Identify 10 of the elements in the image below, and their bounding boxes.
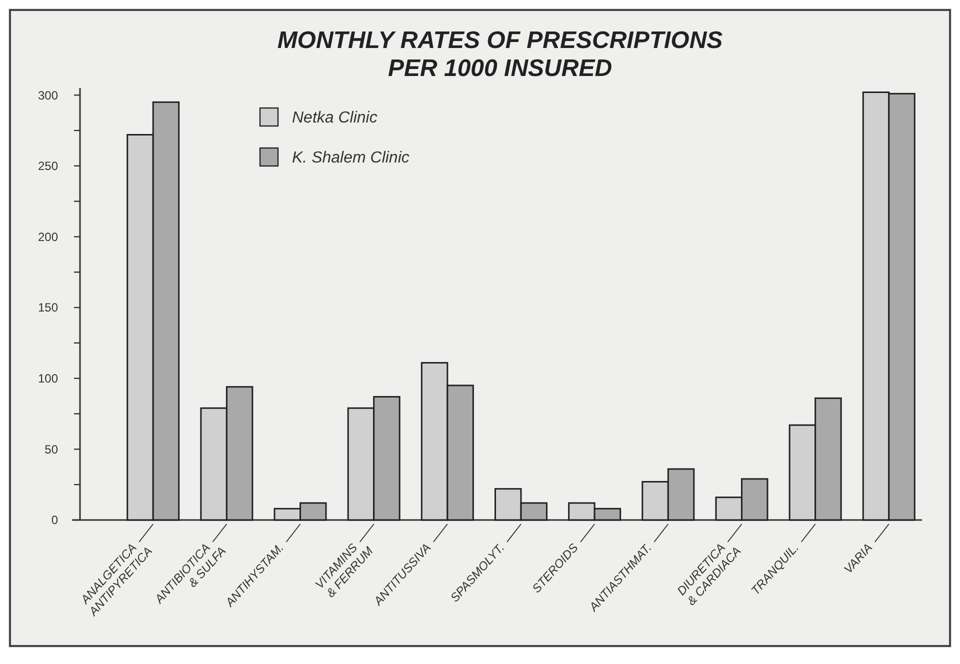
y-tick-label: 0 bbox=[51, 513, 58, 528]
legend-label: K. Shalem Clinic bbox=[292, 150, 410, 167]
y-tick-label: 50 bbox=[44, 442, 58, 456]
chart-title: MONTHLY RATES OF PRESCRIPTIONS PER 1000 INSURED bbox=[277, 27, 723, 82]
legend-label: Netka Clinic bbox=[292, 110, 378, 127]
y-tick-label: 250 bbox=[38, 159, 58, 174]
y-tick-label: 200 bbox=[38, 230, 58, 244]
y-tick-label: 150 bbox=[38, 300, 58, 315]
y-tick-label: 300 bbox=[38, 88, 58, 102]
y-tick-label: 100 bbox=[38, 372, 58, 386]
